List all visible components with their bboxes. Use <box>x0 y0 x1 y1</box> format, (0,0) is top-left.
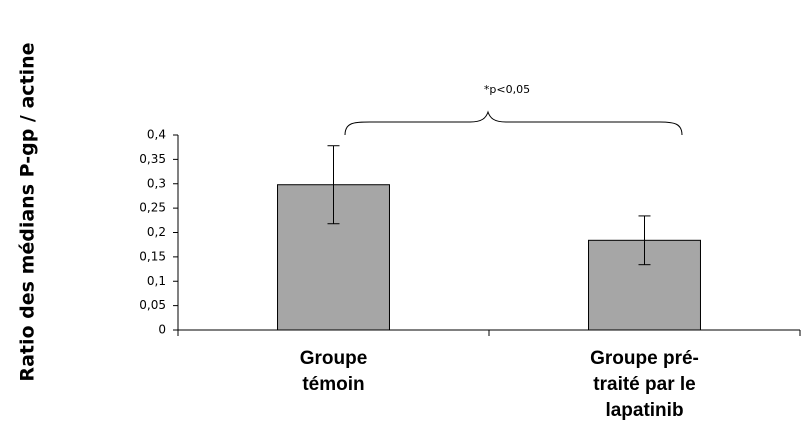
y-tick-label: 0,3 <box>147 176 166 190</box>
y-tick-label: 0,25 <box>139 201 166 215</box>
x-tick-label: Groupe pré-traité par le lapatinib <box>590 348 699 421</box>
error-bar <box>327 145 340 225</box>
annotation: *p<0,05 <box>484 83 530 96</box>
error-bar <box>638 215 651 266</box>
y-axis-label: Ratio des médians P-gp / actine <box>17 42 39 381</box>
x-tick-label: Groupe témoin <box>299 348 368 395</box>
y-tick-label: 0 <box>158 323 166 337</box>
y-tick-label: 0,35 <box>139 152 166 166</box>
y-tick-label: 0,2 <box>147 225 166 239</box>
y-tick-label: 0,4 <box>147 128 166 142</box>
y-tick-label: 0,15 <box>139 249 166 263</box>
significance-brace <box>344 110 683 136</box>
y-tick-label: 0,1 <box>147 274 166 288</box>
y-tick-label: 0,05 <box>139 298 166 312</box>
